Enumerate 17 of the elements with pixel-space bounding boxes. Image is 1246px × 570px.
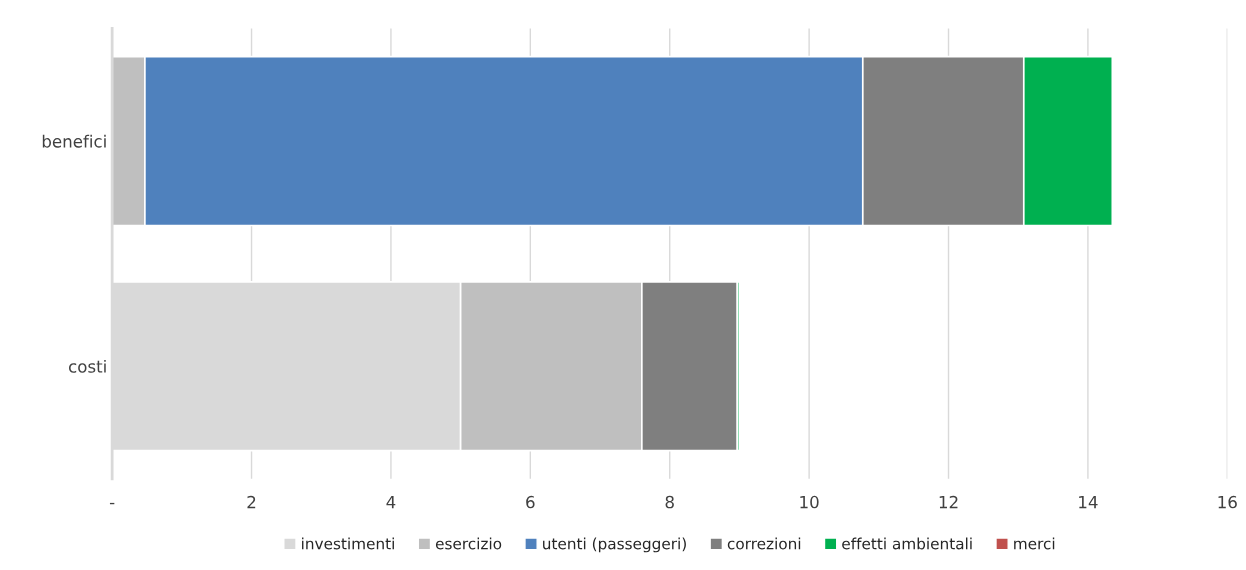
- x-tick-label: 4: [386, 495, 396, 509]
- x-tick-label: 6: [526, 495, 535, 509]
- x-tick-label: 12: [939, 495, 958, 509]
- x-tick-label: 2: [247, 495, 256, 509]
- legend-label: investimenti: [302, 537, 394, 550]
- legend-label: effetti ambientali: [842, 537, 972, 550]
- legend-label: esercizio: [435, 537, 502, 550]
- y-tick-label: benefici: [42, 134, 106, 148]
- x-tick-label: 16: [1218, 495, 1237, 509]
- legend-label: correzioni: [727, 537, 801, 550]
- x-tick-label: 14: [1079, 495, 1098, 509]
- y-tick-label: costi: [68, 359, 106, 373]
- x-tick-label: 8: [665, 495, 674, 509]
- x-tick-label: 10: [800, 495, 819, 509]
- legend-label: utenti (passeggeri): [543, 537, 686, 553]
- legend-label: merci: [1014, 537, 1055, 550]
- x-tick-label: -: [109, 502, 115, 505]
